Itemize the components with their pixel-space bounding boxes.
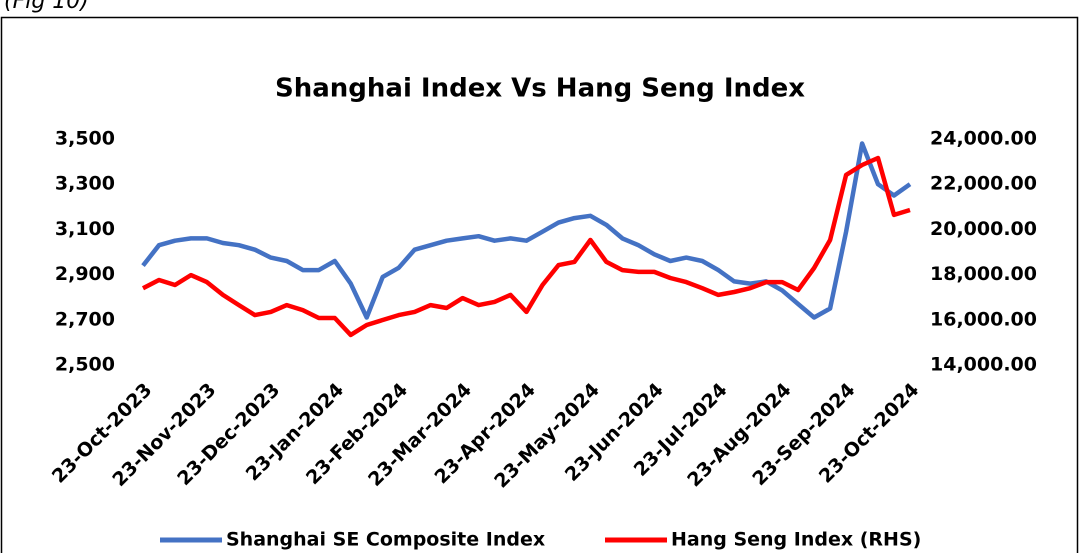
y-tick-label: 2,500 xyxy=(55,354,115,376)
y2-tick-label: 14,000.00 xyxy=(930,354,1037,376)
series-line xyxy=(141,155,911,338)
y-tick-label: 3,100 xyxy=(55,218,115,240)
frame xyxy=(0,16,1079,553)
y-tick-label: 3,500 xyxy=(55,128,115,150)
y2-tick-label: 24,000.00 xyxy=(930,128,1037,150)
y-tick-label: 2,700 xyxy=(55,308,115,330)
y-tick-label: 2,900 xyxy=(55,263,115,285)
y2-tick-label: 18,000.00 xyxy=(930,263,1037,285)
fig-label: (Fig 10) xyxy=(4,0,89,14)
chart-title: Shanghai Index Vs Hang Seng Index xyxy=(275,74,805,104)
series-line xyxy=(141,141,912,320)
legend-label: Hang Seng Index (RHS) xyxy=(671,529,921,551)
y2-tick-label: 22,000.00 xyxy=(930,173,1037,195)
legend-label: Shanghai SE Composite Index xyxy=(226,529,545,551)
y2-tick-label: 16,000.00 xyxy=(930,308,1037,330)
y-tick-label: 3,300 xyxy=(55,173,115,195)
y2-tick-label: 20,000.00 xyxy=(930,218,1037,240)
